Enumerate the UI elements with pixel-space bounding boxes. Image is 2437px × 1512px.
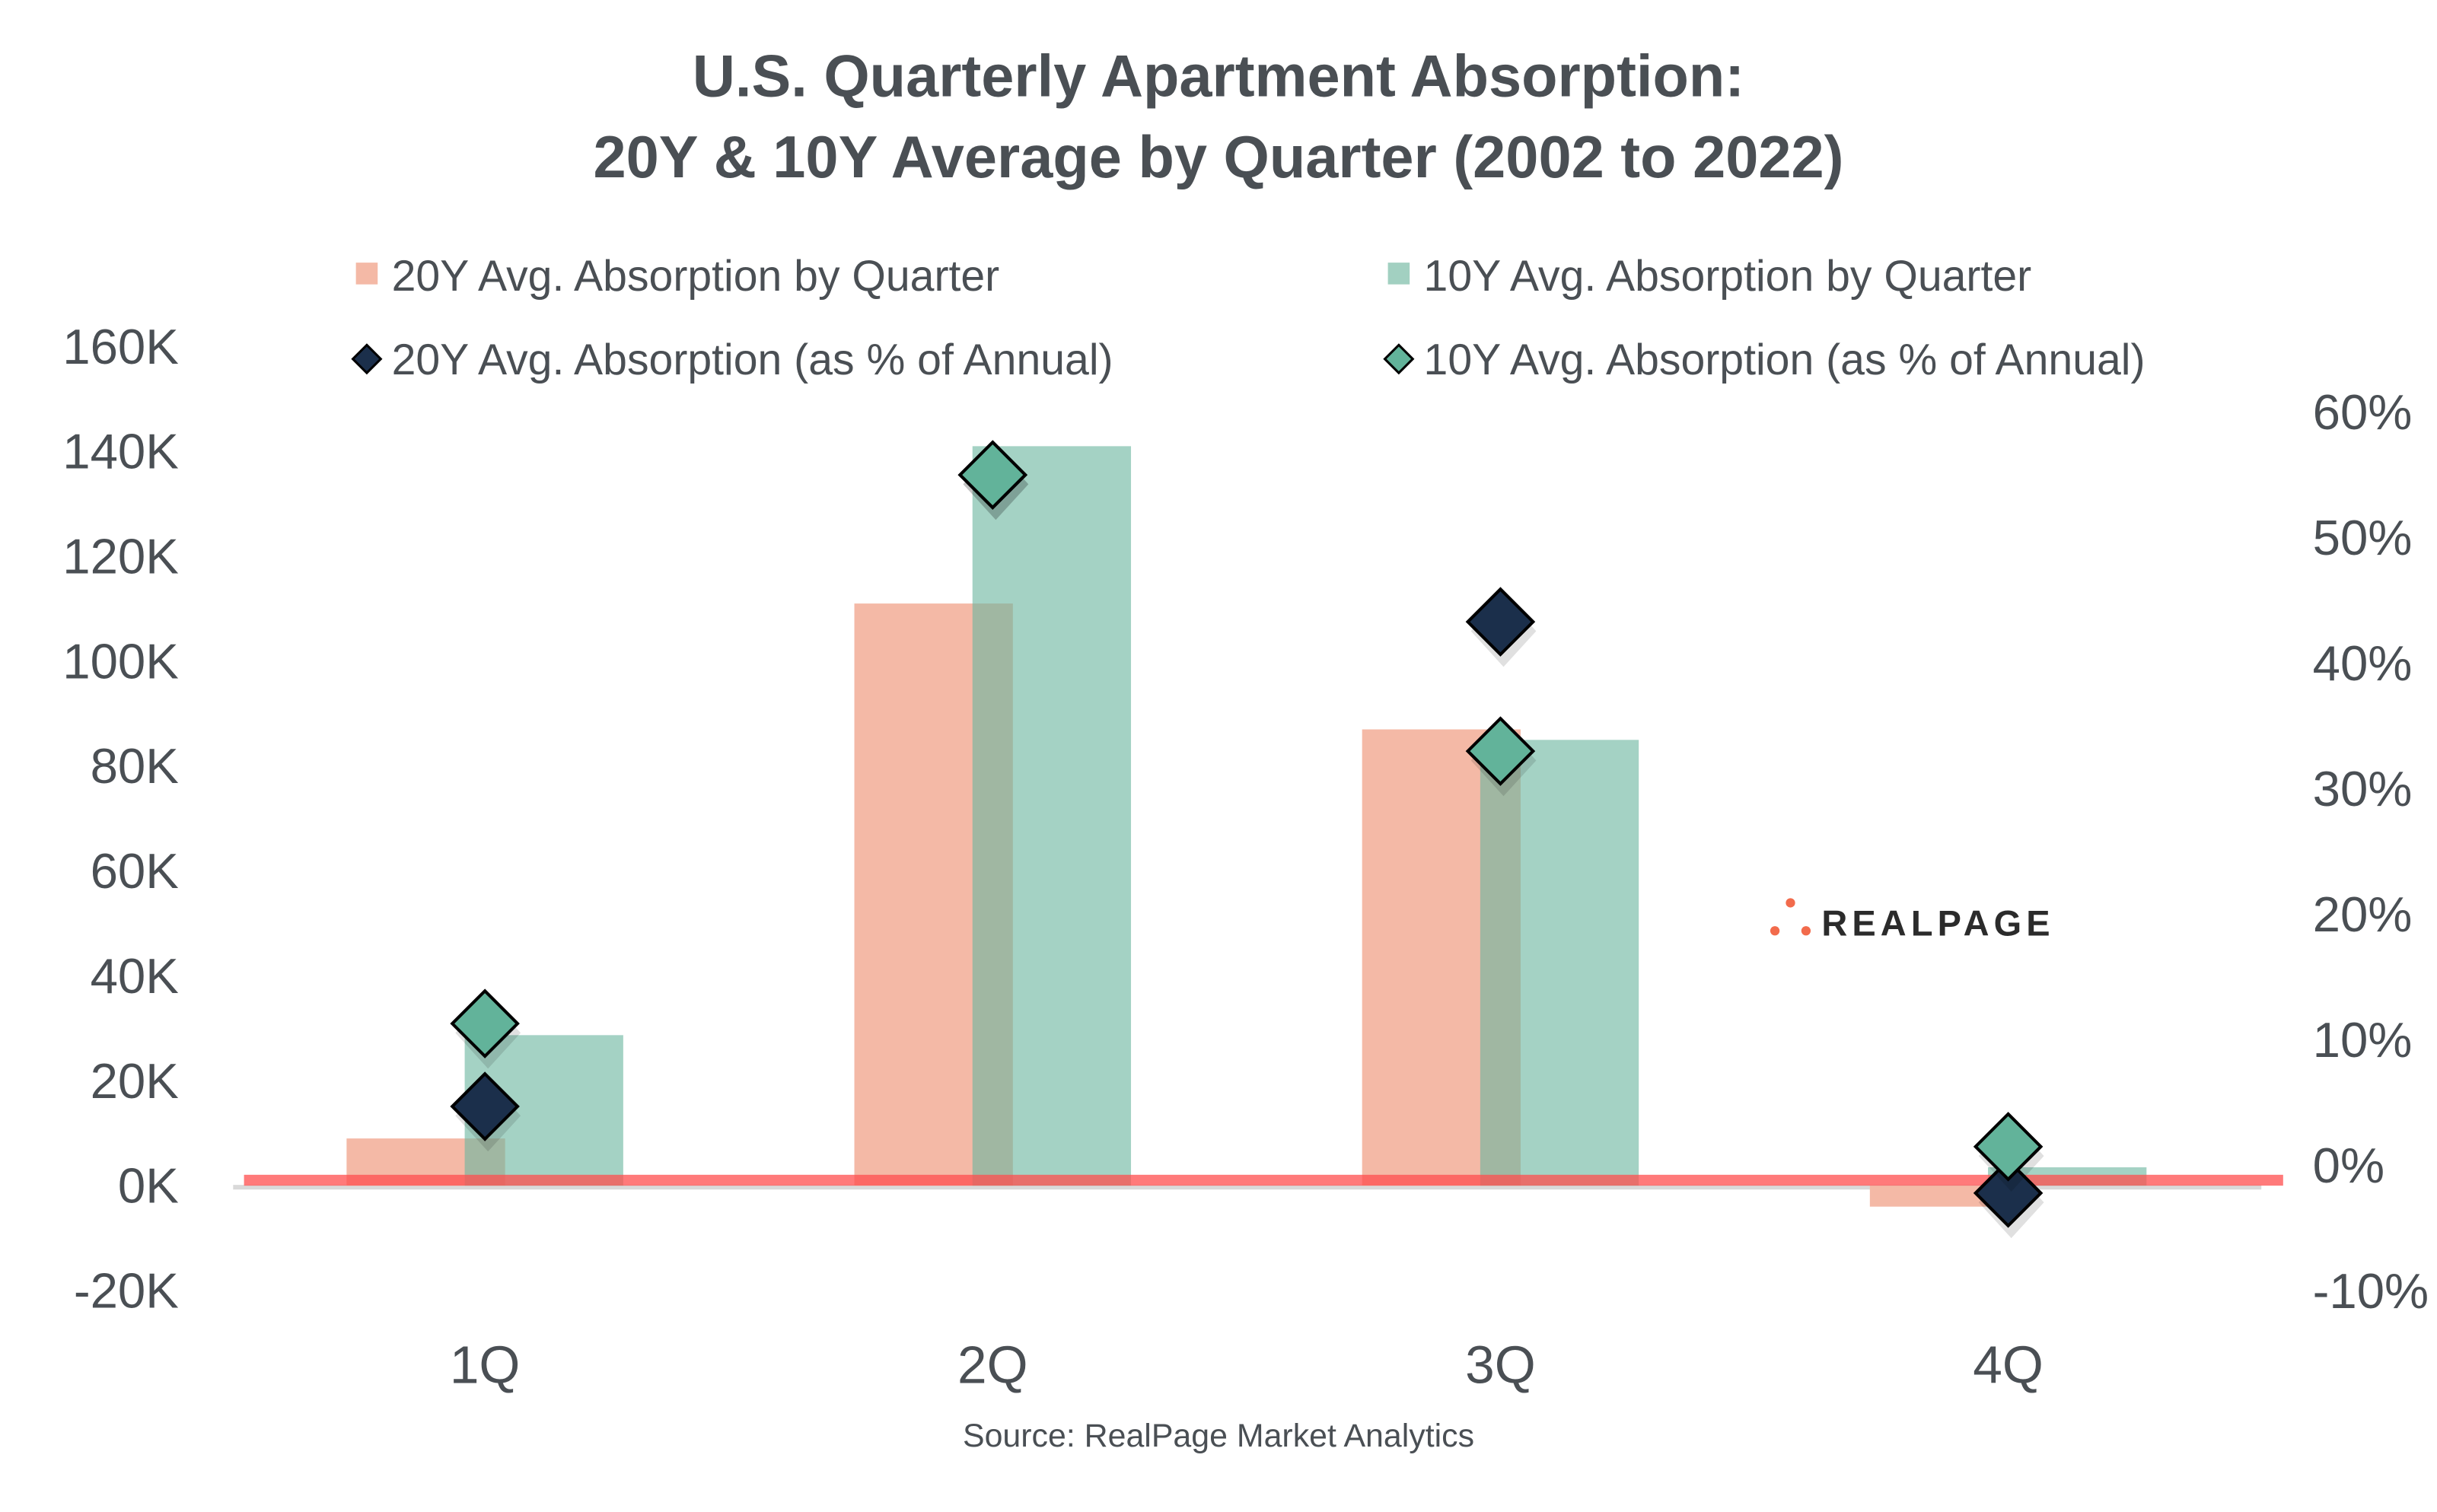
marker-10y-pct-2Q — [957, 440, 1028, 510]
category-label: 2Q — [957, 1335, 1028, 1394]
right-tick-label: 30% — [2313, 761, 2413, 816]
zero-reference-line — [244, 1174, 2283, 1186]
marker-10y-pct-3Q — [1465, 716, 1536, 786]
left-tick-label: 20K — [91, 1053, 179, 1109]
marker-10y-pct-4Q — [1973, 1112, 2044, 1182]
chart-title-line-1: U.S. Quarterly Apartment Absorption: — [693, 44, 1744, 110]
left-tick-label: -20K — [74, 1262, 179, 1318]
legend: 20Y Avg. Absorption by Quarter 10Y Avg. … — [351, 252, 2146, 384]
legend-diamond-20y-icon — [351, 343, 383, 375]
category-labels: 1Q 2Q 3Q 4Q — [450, 1335, 2044, 1394]
marker-10y-pct-1Q — [450, 988, 520, 1058]
left-tick-label: 120K — [62, 529, 179, 584]
left-tick-label: 0K — [118, 1158, 179, 1214]
legend-diamond-10y-icon — [1383, 343, 1415, 375]
left-tick-label: 100K — [62, 633, 179, 689]
marker-20y-pct-4Q — [1973, 1158, 2044, 1228]
legend-swatch-10y-bar — [1387, 263, 1410, 285]
right-tick-label: 10% — [2313, 1012, 2413, 1068]
left-axis: 160K 140K 120K 100K 80K 60K 40K 20K 0K -20K — [62, 319, 179, 1319]
legend-label-20y-bar: 20Y Avg. Absorption by Quarter — [392, 252, 1000, 301]
marker-20y-pct-1Q — [450, 1071, 520, 1141]
logo-text: REALPAGE — [1821, 902, 2054, 943]
source-note: Source: RealPage Market Analytics — [963, 1418, 1474, 1454]
category-label: 1Q — [450, 1335, 521, 1394]
right-axis: 60% 50% 40% 30% 20% 10% 0% -10% — [2313, 384, 2429, 1319]
right-tick-label: 0% — [2313, 1138, 2384, 1193]
legend-label-20y-pct: 20Y Avg. Absorption (as % of Annual) — [392, 336, 1113, 384]
category-label: 4Q — [1973, 1335, 2044, 1394]
legend-label-10y-bar: 10Y Avg. Absorption by Quarter — [1424, 252, 2032, 301]
markers — [450, 440, 2044, 1239]
bars — [346, 446, 2147, 1207]
right-tick-label: 40% — [2313, 635, 2413, 691]
realpage-logo: REALPAGE — [1770, 898, 2054, 943]
bar-10y-3Q — [1480, 740, 1639, 1186]
right-tick-label: 60% — [2313, 384, 2413, 440]
legend-label-10y-pct: 10Y Avg. Absorption (as % of Annual) — [1424, 336, 2146, 384]
legend-swatch-20y-bar — [355, 263, 378, 285]
left-tick-label: 60K — [91, 843, 179, 899]
category-label: 3Q — [1465, 1335, 1536, 1394]
right-tick-label: 20% — [2313, 887, 2413, 942]
left-tick-label: 80K — [91, 738, 179, 794]
left-tick-label: 40K — [91, 948, 179, 1004]
marker-20y-pct-3Q — [1465, 587, 1536, 657]
right-tick-label: 50% — [2313, 510, 2413, 565]
right-tick-label: -10% — [2313, 1263, 2429, 1319]
bar-10y-2Q — [972, 446, 1132, 1186]
left-tick-label: 160K — [62, 319, 179, 374]
left-tick-label: 140K — [62, 424, 179, 479]
chart-title-line-2: 20Y & 10Y Average by Quarter (2002 to 20… — [594, 125, 1844, 190]
